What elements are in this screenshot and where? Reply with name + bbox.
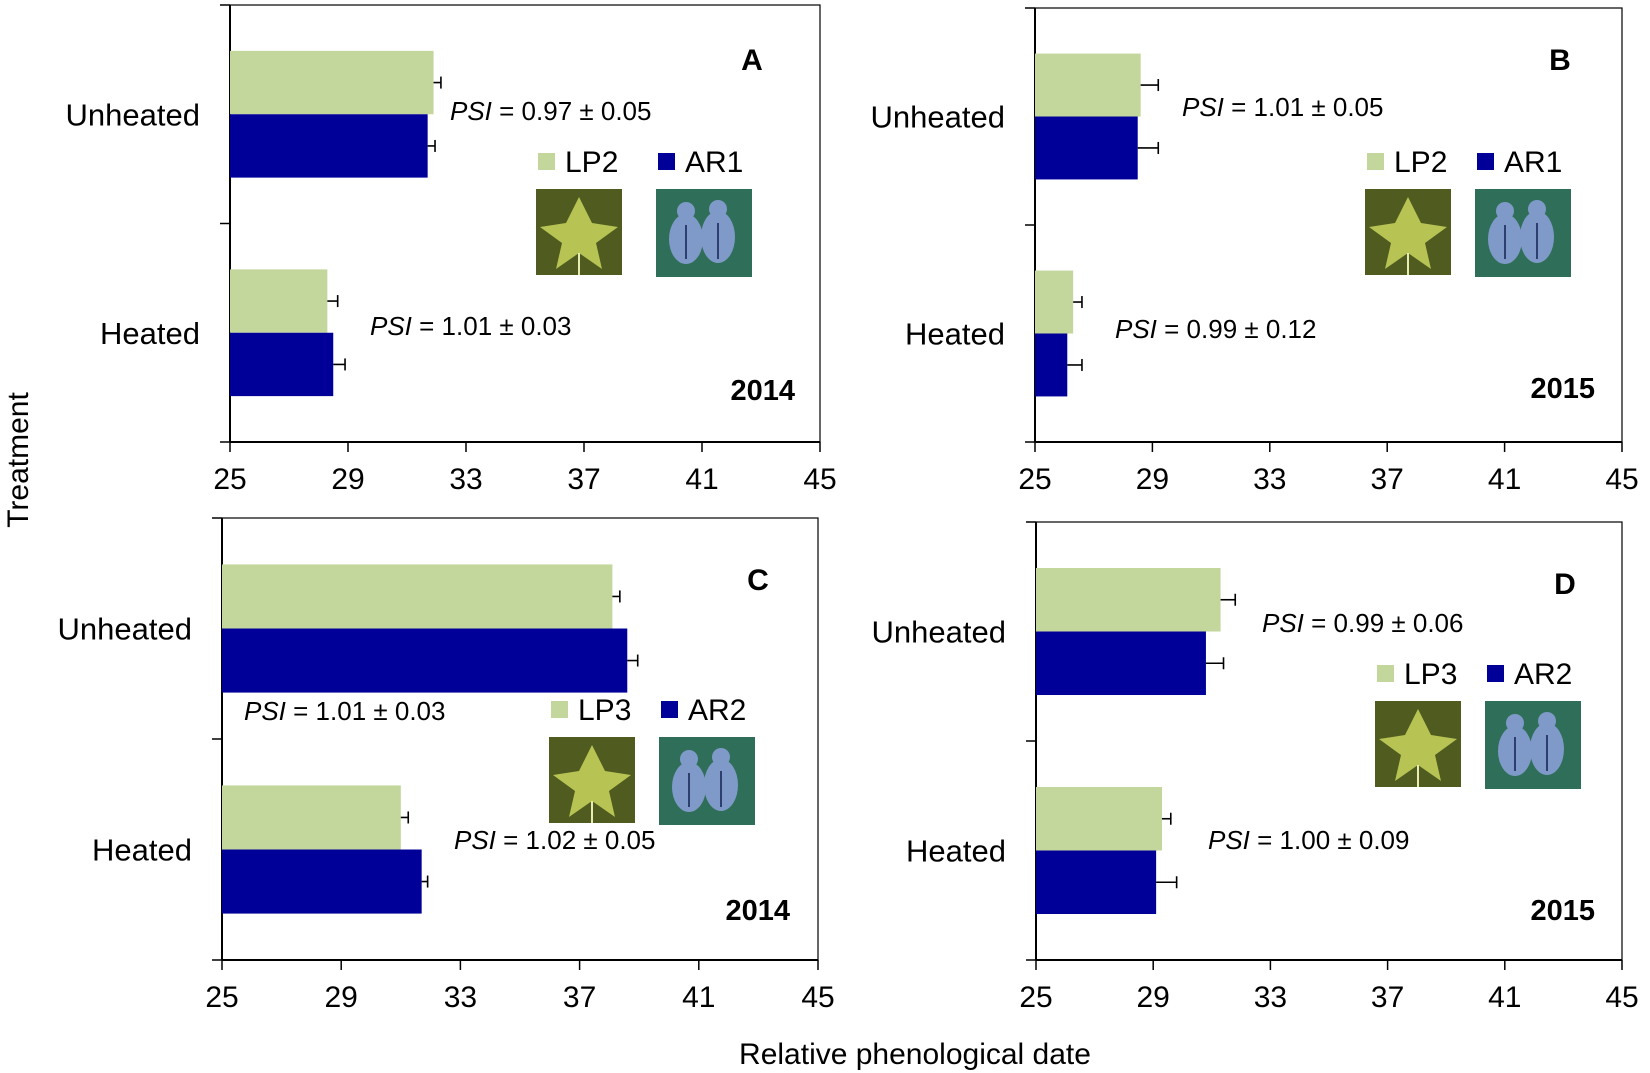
x-tick-label: 45 bbox=[801, 981, 834, 1014]
x-tick-label: 29 bbox=[1137, 981, 1170, 1014]
bar-ar1-heated bbox=[1035, 333, 1068, 397]
x-tick-label: 37 bbox=[1371, 981, 1404, 1014]
leaf-photo-icon bbox=[1375, 701, 1461, 787]
panel-letter: B bbox=[1549, 44, 1571, 77]
psi-annotation: PSI = 0.99 ± 0.12 bbox=[1115, 314, 1316, 344]
legend-swatch-ar1 bbox=[658, 153, 675, 170]
psi-annotation: PSI = 1.01 ± 0.05 bbox=[1182, 92, 1383, 122]
psi-annotation: PSI = 1.00 ± 0.09 bbox=[1208, 825, 1409, 855]
y-axis-title: Treatment bbox=[2, 392, 35, 528]
psi-annotation: PSI = 1.01 ± 0.03 bbox=[244, 696, 445, 726]
panel-b: 25 29 33 37 41 45 Unheated Heated PSI = 1.01 ± 0… bbox=[871, 7, 1639, 496]
panel-year: 2015 bbox=[1530, 373, 1595, 405]
legend-label-lp3: LP3 bbox=[578, 694, 631, 727]
legend-swatch-lp2 bbox=[538, 153, 555, 170]
category-label-unheated: Unheated bbox=[872, 615, 1006, 650]
leaf-photo-icon bbox=[536, 189, 622, 275]
bar-lp3-unheated bbox=[222, 564, 613, 629]
bar-lp2-heated bbox=[1035, 270, 1074, 334]
bar-ar2-heated bbox=[1036, 850, 1157, 915]
bar-lp3-unheated bbox=[1036, 567, 1221, 632]
panel-d: 25 29 33 37 41 45 Unheated Heated PSI = 0.99 ± 0… bbox=[872, 521, 1639, 1014]
category-label-heated: Heated bbox=[906, 834, 1006, 869]
x-tick-label: 33 bbox=[1253, 463, 1286, 496]
bar-ar2-heated bbox=[222, 849, 422, 914]
panel-letter: D bbox=[1554, 568, 1576, 601]
legend-swatch-ar2 bbox=[661, 701, 678, 718]
x-tick-label: 45 bbox=[1605, 463, 1638, 496]
x-tick-label: 25 bbox=[1019, 981, 1052, 1014]
panel-year: 2015 bbox=[1530, 895, 1595, 927]
x-axis-title: Relative phenological date bbox=[739, 1038, 1091, 1071]
x-tick-label: 37 bbox=[563, 981, 596, 1014]
x-tick-label: 25 bbox=[213, 463, 246, 496]
x-tick-label: 25 bbox=[205, 981, 238, 1014]
x-tick-label: 41 bbox=[682, 981, 715, 1014]
bar-ar2-unheated bbox=[222, 628, 628, 693]
legend-swatch-lp2 bbox=[1367, 153, 1384, 170]
legend-label-ar1: AR1 bbox=[685, 146, 743, 179]
aphid-photo-icon bbox=[656, 189, 752, 277]
leaf-photo-icon bbox=[549, 737, 635, 823]
x-tick-label: 37 bbox=[1371, 463, 1404, 496]
panel-a: 25 29 33 37 41 45 Unheated Heated PSI = 0.97 ± 0… bbox=[66, 4, 837, 496]
x-tick-label: 41 bbox=[1488, 463, 1521, 496]
x-tick-label: 41 bbox=[1488, 981, 1521, 1014]
legend-swatch-ar1 bbox=[1477, 153, 1494, 170]
legend-label-lp2: LP2 bbox=[1394, 146, 1447, 179]
category-label-unheated: Unheated bbox=[66, 97, 200, 132]
bar-lp2-heated bbox=[230, 269, 328, 333]
x-tick-label: 33 bbox=[449, 463, 482, 496]
x-tick-label: 25 bbox=[1018, 463, 1051, 496]
x-tick-label: 29 bbox=[325, 981, 358, 1014]
bar-lp3-heated bbox=[222, 785, 401, 850]
legend-swatch-ar2 bbox=[1487, 665, 1504, 682]
panel-c: 25 29 33 37 41 45 Unheated Heated PSI = 1.01 ± 0… bbox=[58, 517, 835, 1014]
category-label-unheated: Unheated bbox=[871, 100, 1005, 135]
category-label-heated: Heated bbox=[92, 833, 192, 868]
aphid-photo-icon bbox=[659, 737, 755, 825]
panels-group: 25 29 33 37 41 45 Unheated Heated PSI = 0.97 ± 0… bbox=[58, 4, 1639, 1014]
panel-letter: A bbox=[741, 44, 763, 77]
bar-lp2-unheated bbox=[1035, 53, 1141, 117]
legend-swatch-lp3 bbox=[551, 701, 568, 718]
aphid-photo-icon bbox=[1485, 701, 1581, 789]
panel-year: 2014 bbox=[725, 895, 790, 927]
leaf-photo-icon bbox=[1365, 189, 1451, 275]
panel-year: 2014 bbox=[730, 375, 795, 407]
psi-annotation: PSI = 0.99 ± 0.06 bbox=[1262, 608, 1463, 638]
bar-ar1-heated bbox=[230, 332, 334, 397]
psi-annotation: PSI = 0.97 ± 0.05 bbox=[450, 96, 651, 126]
bar-ar1-unheated bbox=[1035, 116, 1138, 180]
x-tick-label: 45 bbox=[803, 463, 836, 496]
panel-letter: C bbox=[747, 564, 769, 597]
x-tick-label: 33 bbox=[1254, 981, 1287, 1014]
x-tick-label: 37 bbox=[567, 463, 600, 496]
category-label-heated: Heated bbox=[100, 316, 200, 351]
psi-annotation: PSI = 1.01 ± 0.03 bbox=[370, 311, 571, 341]
legend-label-lp2: LP2 bbox=[565, 146, 618, 179]
x-tick-label: 33 bbox=[444, 981, 477, 1014]
x-tick-label: 29 bbox=[1136, 463, 1169, 496]
category-label-heated: Heated bbox=[905, 317, 1005, 352]
x-tick-label: 41 bbox=[685, 463, 718, 496]
bar-ar2-unheated bbox=[1036, 631, 1206, 696]
category-label-unheated: Unheated bbox=[58, 612, 192, 647]
legend-label-lp3: LP3 bbox=[1404, 658, 1457, 691]
aphid-photo-icon bbox=[1475, 189, 1571, 277]
bar-lp2-unheated bbox=[230, 50, 434, 115]
psi-annotation: PSI = 1.02 ± 0.05 bbox=[454, 825, 655, 855]
x-tick-label: 29 bbox=[331, 463, 364, 496]
legend-label-ar2: AR2 bbox=[1514, 658, 1572, 691]
legend-label-ar1: AR1 bbox=[1504, 146, 1562, 179]
bar-ar1-unheated bbox=[230, 114, 428, 178]
x-tick-label: 45 bbox=[1605, 981, 1638, 1014]
bar-lp3-heated bbox=[1036, 786, 1162, 851]
legend-label-ar2: AR2 bbox=[688, 694, 746, 727]
legend-swatch-lp3 bbox=[1377, 665, 1394, 682]
